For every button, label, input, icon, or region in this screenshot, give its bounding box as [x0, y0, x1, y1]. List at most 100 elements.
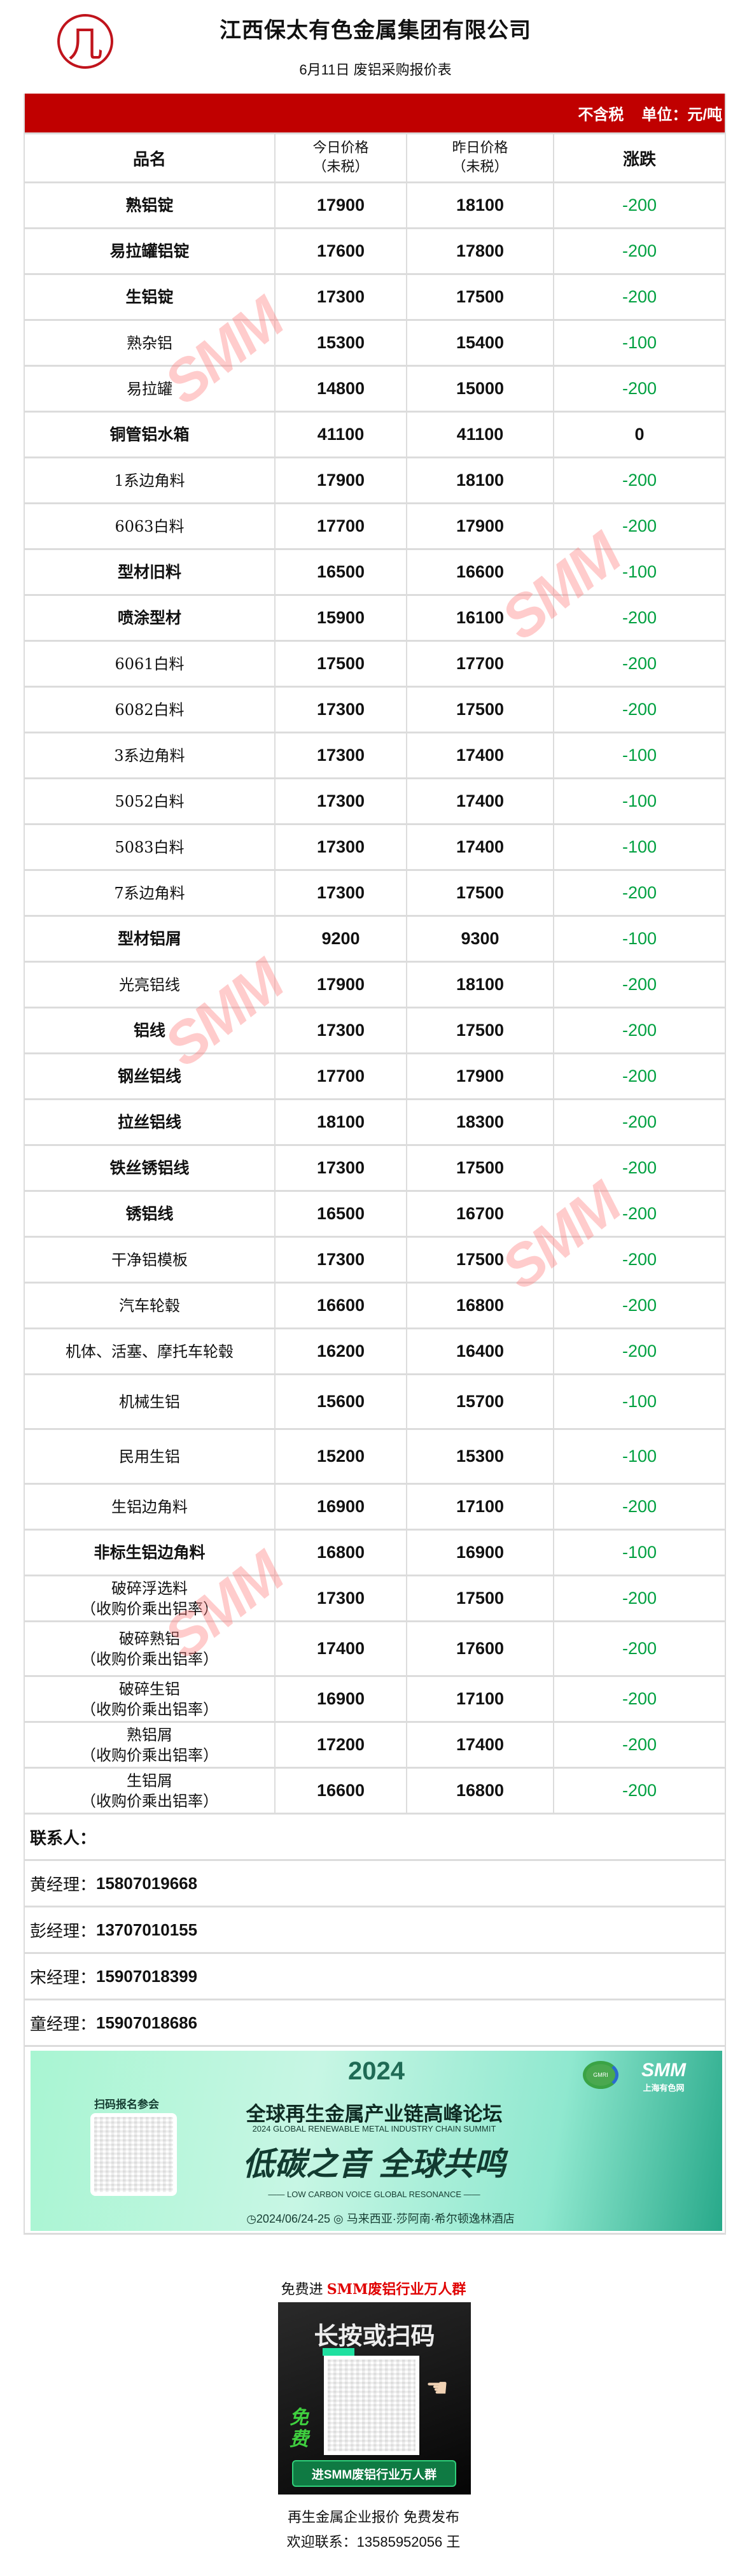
contact-phone[interactable]: 15807019668	[96, 1873, 198, 1893]
table-row: 熟铝锭 17900 18100 -200	[25, 181, 725, 227]
banner-year: 2024	[348, 2057, 405, 2085]
today-price: 17300	[276, 1576, 407, 1620]
yesterday-price: 17500	[407, 1008, 554, 1052]
gmri-logo: GMRI	[583, 2061, 618, 2089]
yesterday-price: 17700	[407, 642, 554, 686]
today-price: 16600	[276, 1284, 407, 1327]
item-name-text: 铜管铝水箱	[109, 425, 190, 444]
today-price: 9200	[276, 917, 407, 961]
table-header: 品名 今日价格 （未税） 昨日价格 （未税） 涨跌	[25, 132, 725, 181]
item-name-text: 铁丝锈铝线	[109, 1159, 190, 1177]
item-name: 型材铝屑	[25, 917, 276, 961]
table-row: 熟铝屑 （收购价乘出铝率） 17200 17400 -200	[25, 1721, 725, 1767]
yesterday-price: 15300	[407, 1430, 554, 1483]
item-name: 铜管铝水箱	[25, 413, 276, 456]
price-change: -200	[622, 883, 657, 902]
col-yesterday-sub: （未税）	[452, 159, 508, 175]
today-price: 18100	[276, 1100, 407, 1144]
item-name-note: （收购价乘出铝率）	[81, 1792, 218, 1810]
price-change: -200	[622, 654, 657, 673]
price-change: -200	[622, 1589, 657, 1608]
table-row: 型材铝屑 9200 9300 -100	[25, 915, 725, 961]
item-name-note: （收购价乘出铝率）	[81, 1650, 218, 1668]
price-change: -200	[622, 975, 657, 994]
item-name-text: 铝线	[133, 1021, 165, 1040]
yesterday-price: 17800	[407, 229, 554, 273]
poster-tab	[323, 2348, 354, 2356]
poster-free-text: 免费	[290, 2407, 309, 2450]
item-name-text: 破碎生铝	[119, 1680, 180, 1698]
yesterday-price: 18100	[407, 963, 554, 1007]
yesterday-price: 17900	[407, 504, 554, 548]
today-price: 17300	[276, 733, 407, 777]
table-row: 机体、活塞、摩托车轮毂 16200 16400 -200	[25, 1327, 725, 1373]
table-body: 熟铝锭 17900 18100 -200 易拉罐铝锭 17600 17800 -200 生铝锭 1…	[25, 181, 725, 1813]
today-price: 16500	[276, 550, 407, 594]
tax-note: 不含税	[578, 106, 624, 124]
table-row: 7系边角料 17300 17500 -200	[25, 869, 725, 915]
col-name: 品名	[25, 134, 276, 181]
item-name: 破碎浮选料 （收购价乘出铝率）	[25, 1576, 276, 1620]
page-subtitle: 6月11日 废铝采购报价表	[299, 62, 452, 78]
table-row: 型材旧料 16500 16600 -100	[25, 548, 725, 594]
item-name-text: 生铝边角料	[111, 1497, 188, 1516]
poster-join-button[interactable]: 进SMM废铝行业万人群	[292, 2460, 456, 2487]
item-name: 5083白料	[25, 825, 276, 869]
table-row: 锈铝线 16500 16700 -200	[25, 1190, 725, 1236]
table-row: 民用生铝 15200 15300 -100	[25, 1428, 725, 1483]
table-row: 干净铝模板 17300 17500 -200	[25, 1236, 725, 1282]
contact-phone[interactable]: 13707010155	[96, 1920, 198, 1939]
price-change: 0	[634, 425, 645, 444]
contact-phone[interactable]: 15907018686	[96, 2013, 198, 2032]
item-name: 6082白料	[25, 688, 276, 732]
contact-name: 黄经理：	[30, 1875, 97, 1895]
table-row: 机械生铝 15600 15700 -100	[25, 1373, 725, 1428]
item-name-text: 生铝屑	[127, 1771, 172, 1790]
today-price: 17300	[276, 1008, 407, 1052]
item-name: 光亮铝线	[25, 963, 276, 1007]
price-change: -100	[622, 562, 657, 581]
item-name-text: 钢丝铝线	[117, 1067, 181, 1086]
price-change: -100	[622, 333, 657, 352]
contact-row: 宋经理： 15907018399	[25, 1952, 725, 1999]
contacts-list: 黄经理： 15807019668 彭经理： 13707010155 宋经理： 159070…	[25, 1859, 725, 2045]
poster-title: 长按或扫码	[314, 2323, 435, 2350]
yesterday-price: 17500	[407, 871, 554, 915]
item-name-text: 干净铝模板	[111, 1250, 188, 1269]
group-qr-code[interactable]	[324, 2356, 419, 2455]
signup-qr-code[interactable]	[90, 2113, 177, 2196]
group-qr-poster[interactable]: 长按或扫码 免费 ☚ 进SMM废铝行业万人群	[278, 2302, 471, 2495]
item-name: 6061白料	[25, 642, 276, 686]
table-row: 铝线 17300 17500 -200	[25, 1007, 725, 1052]
yesterday-price: 17900	[407, 1054, 554, 1098]
group-invite-highlight: SMM废铝行业万人群	[326, 2281, 466, 2298]
today-price: 14800	[276, 367, 407, 411]
contact-name: 宋经理：	[30, 1968, 97, 1988]
item-name-text: 型材旧料	[117, 563, 181, 581]
price-change: -200	[622, 1112, 657, 1131]
item-name: 铁丝锈铝线	[25, 1146, 276, 1190]
col-today-label: 今日价格	[312, 140, 369, 156]
col-yesterday-label: 昨日价格	[452, 140, 508, 156]
banner-title-cn: 全球再生金属产业链高峰论坛	[246, 2103, 503, 2125]
yesterday-price: 17500	[407, 688, 554, 732]
price-change: -200	[622, 1639, 657, 1658]
item-name: 破碎生铝 （收购价乘出铝率）	[25, 1677, 276, 1721]
item-name: 机械生铝	[25, 1375, 276, 1428]
table-row: 3系边角料 17300 17400 -100	[25, 732, 725, 777]
price-change: -200	[622, 1204, 657, 1223]
item-name: 生铝屑 （收购价乘出铝率）	[25, 1769, 276, 1813]
price-change: -200	[622, 1735, 657, 1754]
location-icon: ◎	[333, 2212, 344, 2225]
table-row: 6063白料 17700 17900 -200	[25, 502, 725, 548]
contact-phone[interactable]: 15907018399	[96, 1966, 198, 1986]
slogan-en-text: LOW CARBON VOICE GLOBAL RESONANCE	[286, 2190, 462, 2199]
contact-name: 童经理：	[30, 2014, 97, 2034]
price-change: -200	[622, 1296, 657, 1315]
price-change: -200	[622, 700, 657, 719]
item-name: 生铝锭	[25, 275, 276, 319]
item-name: 1系边角料	[25, 458, 276, 502]
table-row: 5052白料 17300 17400 -100	[25, 777, 725, 823]
summit-banner[interactable]: 2024 扫码报名参会 全球再生金属产业链高峰论坛 2024 GLOBAL RE…	[31, 2051, 722, 2231]
today-price: 17300	[276, 779, 407, 823]
